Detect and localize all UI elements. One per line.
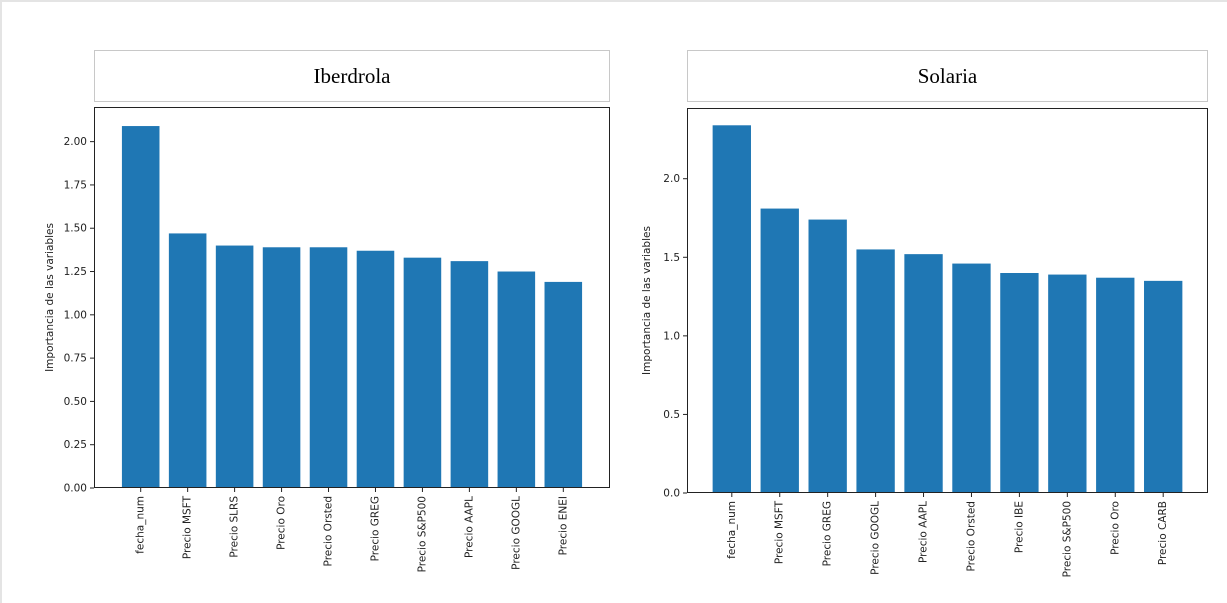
x-tick-label: Precio GREG (369, 496, 381, 561)
x-tick-label: Precio S&P500 (416, 496, 428, 572)
y-axis-label: Importancia de las variables (44, 223, 56, 372)
y-tick-label: 0.00 (64, 483, 87, 495)
axes-frame (94, 107, 610, 488)
y-tick-label: 2.00 (64, 136, 87, 148)
x-tick-label: fecha_num (135, 496, 147, 554)
y-tick-label: 1.00 (64, 309, 87, 321)
bar-5 (904, 254, 943, 493)
x-tick-label: Precio S&P500 (1061, 501, 1073, 577)
bar-7 (403, 257, 442, 488)
x-tick-label: Precio GREG (822, 501, 834, 566)
bar-9 (1096, 277, 1135, 493)
x-tick-label: Precio AAPL (463, 496, 475, 558)
bar-3 (215, 245, 254, 488)
x-tick-label: Precio AAPL (918, 501, 930, 563)
x-tick-label: Precio GOOGL (870, 501, 882, 575)
x-tick-label: Precio MSFT (182, 495, 194, 559)
bar-4 (856, 249, 895, 493)
bar-8 (450, 261, 489, 488)
bar-8 (1048, 274, 1087, 493)
bar-6 (356, 250, 395, 488)
y-tick-label: 0.25 (64, 439, 87, 451)
y-tick-label: 1.25 (64, 266, 87, 278)
x-tick-label: Precio MSFT (774, 500, 786, 564)
bar-2 (760, 208, 799, 493)
y-axis-label: Importancia de las variables (641, 226, 653, 375)
y-tick-label: 1.5 (663, 252, 680, 264)
y-tick-label: 1.75 (64, 179, 87, 191)
axes-frame (687, 108, 1208, 493)
x-tick-label: Precio ENEI (557, 496, 569, 555)
bar-2 (168, 233, 207, 488)
bar-9 (497, 271, 536, 488)
y-tick-label: 1.50 (64, 223, 87, 235)
bar-1 (121, 126, 160, 489)
y-tick-label: 1.0 (663, 330, 680, 342)
bar-4 (262, 247, 301, 488)
x-tick-label: Precio Orsted (965, 501, 977, 571)
bar-3 (808, 219, 847, 493)
x-tick-label: Precio Oro (1109, 501, 1121, 555)
bar-1 (712, 125, 751, 493)
y-tick-label: 2.0 (663, 173, 680, 185)
x-tick-label: Precio SLRS (229, 496, 241, 558)
y-tick-label: 0.75 (64, 353, 87, 365)
chart-title-iberdrola: Iberdrola (94, 50, 610, 102)
bar-6 (952, 263, 991, 493)
y-tick-label: 0.0 (663, 488, 680, 500)
chart-title-solaria: Solaria (687, 50, 1208, 102)
y-tick-label: 0.50 (64, 396, 87, 408)
bar-5 (309, 247, 348, 488)
bar-10 (544, 281, 583, 488)
x-tick-label: Precio GOOGL (510, 496, 522, 570)
bar-10 (1144, 280, 1183, 493)
y-tick-label: 0.5 (663, 409, 680, 421)
bar-7 (1000, 273, 1039, 493)
x-tick-label: fecha_num (726, 501, 738, 559)
x-tick-label: Precio CARB (1157, 501, 1169, 565)
x-tick-label: Precio Orsted (323, 496, 335, 566)
x-tick-label: Precio Oro (276, 496, 288, 550)
x-tick-label: Precio IBE (1013, 501, 1025, 553)
